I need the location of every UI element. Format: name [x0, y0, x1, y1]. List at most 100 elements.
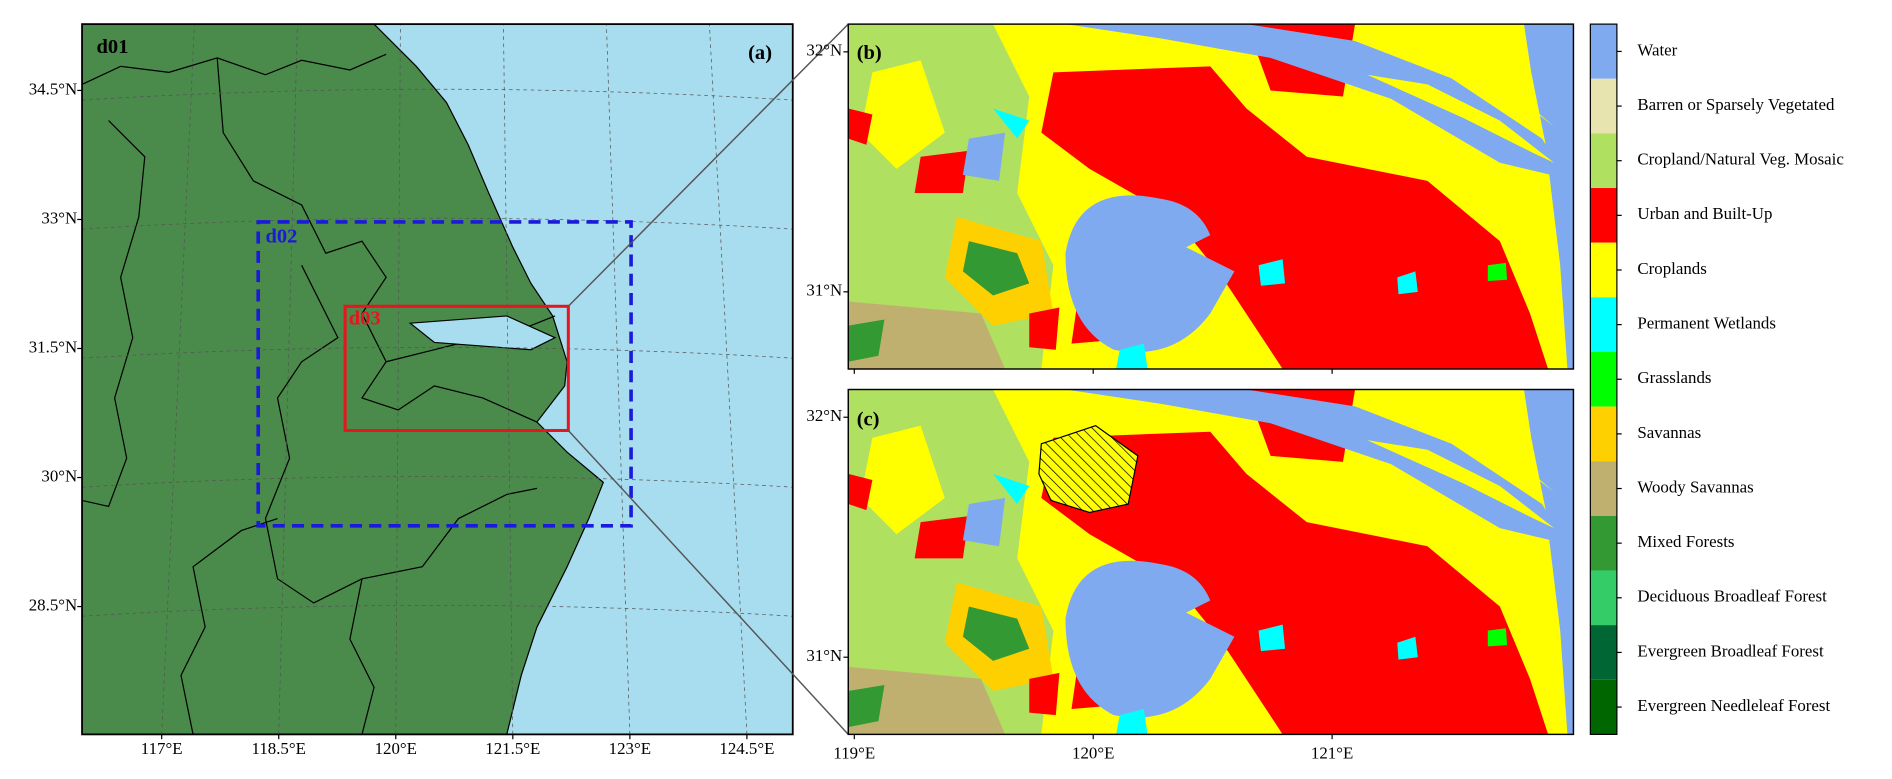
- domain-label: d01: [97, 36, 129, 58]
- legend: Water Barren or Sparsely Vegetated Croplan…: [1589, 23, 1844, 735]
- d02-box: [256, 220, 633, 528]
- legend-label: Urban and Built-Up: [1637, 204, 1772, 223]
- lon-tick-label: 120°E: [375, 739, 417, 758]
- land-use-patch: [1367, 440, 1555, 529]
- land-use-patch: [1397, 271, 1418, 295]
- land-use-patch: [860, 425, 945, 535]
- legend-swatch: [1590, 351, 1617, 407]
- lat-tick-label: 31°N: [806, 646, 842, 665]
- domain-label: d02: [265, 225, 297, 247]
- land-use-patch: [962, 241, 1030, 296]
- legend-swatch: [1590, 78, 1617, 134]
- grid-line: [82, 217, 793, 230]
- legend-label: Savannas: [1637, 423, 1701, 442]
- land-use-patch: [962, 498, 1006, 547]
- lon-tick-label: 123°E: [609, 739, 651, 758]
- lon-tick-label: 117°E: [141, 739, 183, 758]
- lon-tick-label: 119°E: [833, 744, 875, 763]
- lon-tick-label: 121.5°E: [485, 739, 540, 758]
- land-use-patch: [1029, 672, 1060, 716]
- lat-tick-label: 30°N: [41, 466, 77, 485]
- land-use-patch: [1367, 74, 1555, 163]
- land-use-patch: [1065, 195, 1235, 353]
- grid-line: [82, 605, 793, 617]
- zoom-connector: [567, 23, 849, 307]
- grid-line: [606, 24, 631, 735]
- land-use-patch: [848, 301, 1006, 369]
- panel-b-frame: [847, 23, 1575, 370]
- land-use-patch: [848, 666, 1006, 735]
- legend-swatch: [1590, 406, 1617, 462]
- land-use-patch: [1038, 425, 1139, 514]
- lon-tick-label: 124.5°E: [719, 739, 774, 758]
- legend-label: Evergreen Needleleaf Forest: [1637, 696, 1830, 715]
- grid-line: [503, 24, 514, 735]
- land-use-patch: [962, 606, 1030, 661]
- legend-swatch: [1590, 461, 1617, 516]
- legend-label: Permanent Wetlands: [1637, 313, 1775, 332]
- legend-label: Woody Savannas: [1637, 477, 1753, 496]
- legend-swatch: [1590, 188, 1617, 243]
- land-use-patch: [1258, 624, 1286, 652]
- legend-swatch: [1590, 242, 1617, 298]
- lon-tick-label: 118.5°E: [252, 739, 306, 758]
- grid-line: [82, 88, 793, 101]
- legend-swatch: [1590, 679, 1617, 735]
- boundaries: [82, 53, 557, 735]
- grid-line: [395, 24, 401, 735]
- legend-label: Deciduous Broadleaf Forest: [1637, 587, 1827, 606]
- legend-frame: [1589, 23, 1618, 735]
- land-use-patch: [1397, 636, 1418, 660]
- land-use-patch: [962, 132, 1006, 181]
- land-use-patch: [1523, 389, 1574, 735]
- legend-swatch: [1590, 570, 1617, 626]
- lon-tick-label: 121°E: [1311, 744, 1353, 763]
- graticule: [82, 24, 793, 735]
- grid-line: [82, 346, 793, 359]
- land-use-patch: [1041, 66, 1549, 369]
- grid-line: [278, 24, 298, 735]
- domain-label: d03: [349, 307, 381, 329]
- land-use-patch: [848, 473, 873, 511]
- land-use-patch: [848, 319, 885, 362]
- d03-box: [343, 304, 570, 433]
- legend-swatch: [1590, 515, 1617, 571]
- land-use-patch: [1258, 259, 1286, 286]
- panel-b-map: [848, 24, 1574, 369]
- land-use-patch: [1116, 709, 1148, 735]
- panel-label: (c): [857, 409, 880, 431]
- land-use-patch: [1065, 24, 1567, 179]
- legend-swatch: [1590, 625, 1617, 680]
- legend-label: Barren or Sparsely Vegetated: [1637, 95, 1835, 114]
- land-use-patch: [1523, 24, 1574, 369]
- legend-label: Grasslands: [1637, 368, 1711, 387]
- grid-line: [161, 24, 195, 735]
- land-use-patch: [1065, 389, 1567, 544]
- zoom-connector: [567, 430, 849, 735]
- panel-a-map: [82, 24, 793, 735]
- legend-swatch: [1590, 133, 1617, 189]
- land-use-patch: [1116, 343, 1148, 369]
- land-use-patch: [1041, 431, 1549, 735]
- legend-label: Mixed Forests: [1637, 532, 1734, 551]
- legend-swatch: [1590, 24, 1617, 79]
- lat-tick-label: 28.5°N: [29, 595, 77, 614]
- lat-tick-label: 34.5°N: [29, 79, 77, 98]
- land-use-patch: [1487, 628, 1508, 647]
- land-use-patch: [993, 473, 1030, 505]
- legend-swatch: [1590, 297, 1617, 352]
- grid-line: [82, 475, 793, 488]
- panel-label: (a): [748, 42, 772, 64]
- lat-tick-label: 33°N: [41, 208, 77, 227]
- land-use-patch: [860, 60, 945, 169]
- land-use-patch: [914, 150, 969, 193]
- legend-label: Water: [1637, 40, 1677, 59]
- lon-tick-label: 120°E: [1072, 744, 1114, 763]
- lat-tick-label: 31.5°N: [29, 337, 77, 356]
- land-use-patch: [1065, 560, 1235, 718]
- legend-label: Croplands: [1637, 259, 1706, 278]
- legend-label: Evergreen Broadleaf Forest: [1637, 641, 1824, 660]
- lat-tick-label: 32°N: [806, 41, 842, 60]
- lat-tick-label: 32°N: [806, 406, 842, 425]
